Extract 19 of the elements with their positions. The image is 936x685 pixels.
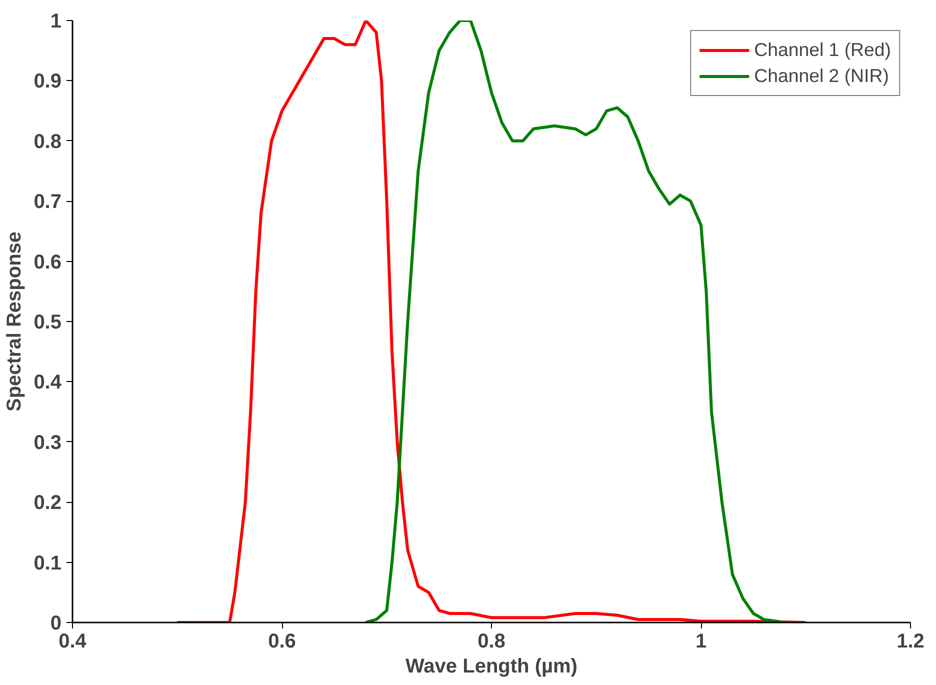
y-tick-label: 0.4	[34, 372, 62, 394]
y-tick-label: 0.2	[34, 492, 62, 514]
y-tick-label: 0.5	[34, 312, 62, 334]
y-tick-label: 0.3	[34, 432, 62, 454]
x-tick-label: 0.6	[268, 630, 296, 652]
x-tick-label: 0.8	[478, 630, 506, 652]
y-tick-label: 0.8	[34, 130, 62, 153]
y-tick-label: 0.7	[34, 191, 62, 214]
x-tick-label: 1.2	[896, 630, 924, 652]
y-tick-label: 0	[50, 612, 62, 634]
y-tick-label: 1	[50, 10, 62, 32]
x-tick-label: 1	[695, 630, 707, 652]
y-tick-label: 0.9	[34, 70, 62, 93]
y-tick-label: 0.6	[34, 251, 62, 274]
y-axis-title: Spectral Response	[4, 231, 26, 412]
x-axis-title: Wave Length (µm)	[406, 656, 578, 678]
legend-label: Channel 1 (Red)	[754, 39, 891, 61]
legend-label: Channel 2 (NIR)	[754, 65, 889, 87]
y-tick-label: 0.1	[34, 552, 62, 574]
